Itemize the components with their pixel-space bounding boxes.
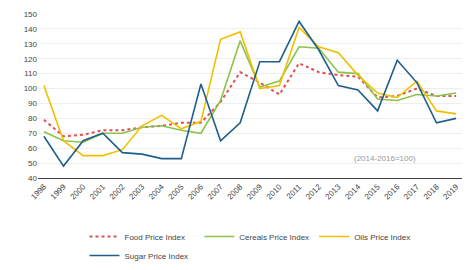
svg-text:2012: 2012 (304, 182, 323, 201)
svg-text:70: 70 (28, 129, 37, 138)
svg-text:150: 150 (24, 10, 38, 19)
svg-text:(2014-2016=100): (2014-2016=100) (354, 154, 416, 163)
svg-text:2000: 2000 (68, 182, 87, 201)
svg-text:2006: 2006 (186, 182, 205, 201)
svg-text:2010: 2010 (265, 182, 284, 201)
svg-text:2016: 2016 (383, 182, 402, 201)
svg-text:Cereals Price Index: Cereals Price Index (239, 233, 309, 242)
svg-text:2009: 2009 (245, 182, 264, 201)
svg-text:2002: 2002 (108, 182, 127, 201)
svg-text:2003: 2003 (127, 182, 146, 201)
svg-text:80: 80 (28, 114, 37, 123)
svg-text:2001: 2001 (88, 182, 107, 201)
svg-text:2018: 2018 (422, 182, 441, 201)
svg-text:100: 100 (24, 84, 38, 93)
svg-text:Food Price Index: Food Price Index (125, 233, 185, 242)
svg-text:Sugar Price Index: Sugar Price Index (125, 252, 189, 261)
svg-text:2013: 2013 (324, 182, 343, 201)
svg-text:Oils Price Index: Oils Price Index (354, 233, 410, 242)
svg-text:110: 110 (24, 69, 37, 78)
svg-text:2017: 2017 (402, 182, 421, 201)
svg-text:120: 120 (24, 55, 38, 64)
svg-text:1999: 1999 (49, 182, 68, 201)
svg-text:2015: 2015 (363, 182, 382, 201)
svg-text:2014: 2014 (343, 182, 362, 201)
svg-text:40: 40 (28, 174, 37, 183)
svg-text:2007: 2007 (206, 182, 225, 201)
svg-text:90: 90 (28, 99, 37, 108)
svg-text:2004: 2004 (147, 182, 166, 201)
svg-text:2011: 2011 (285, 182, 304, 201)
svg-text:2008: 2008 (225, 182, 244, 201)
svg-text:50: 50 (28, 159, 37, 168)
svg-text:1998: 1998 (29, 182, 48, 201)
svg-text:130: 130 (24, 40, 38, 49)
svg-text:2005: 2005 (167, 182, 186, 201)
svg-text:2019: 2019 (441, 182, 460, 201)
svg-text:140: 140 (24, 25, 38, 34)
svg-text:60: 60 (28, 144, 37, 153)
